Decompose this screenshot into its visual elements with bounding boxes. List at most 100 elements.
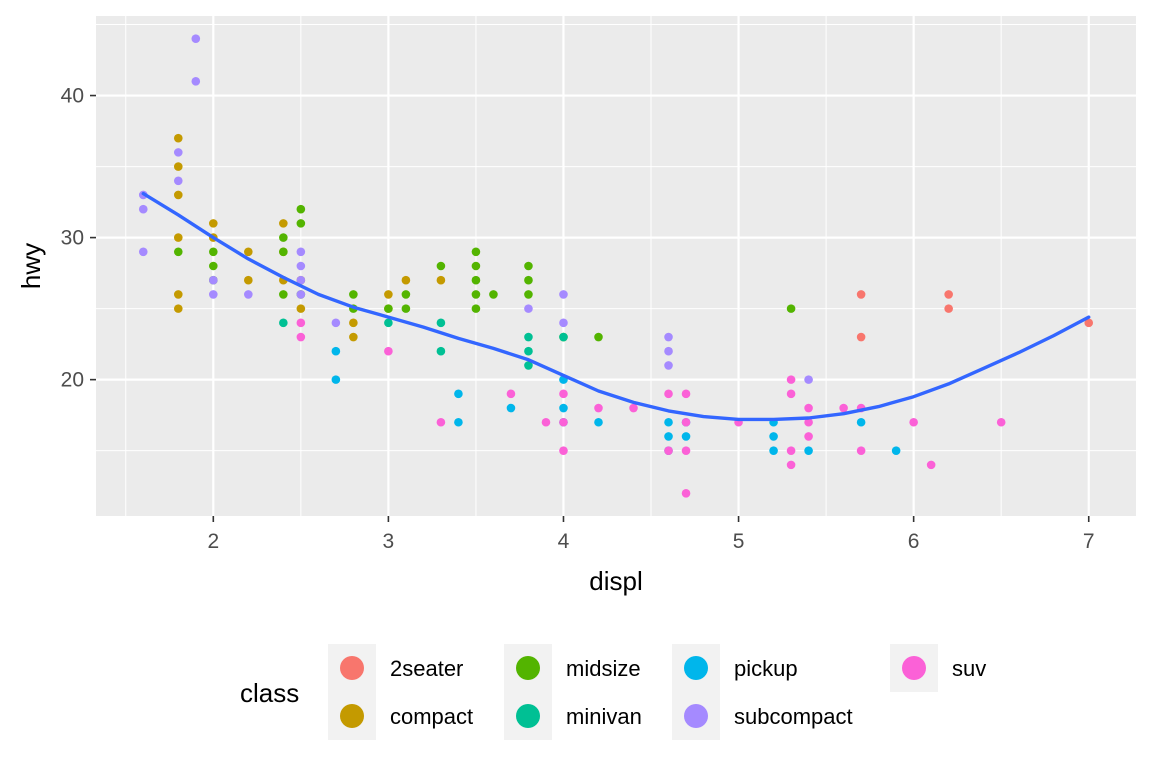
data-point-suv [559,389,568,399]
data-point-midsize [471,290,481,299]
data-point-subcompact [191,34,201,44]
legend-key-suv [902,656,926,680]
data-point-minivan [559,332,568,342]
data-point-compact [173,233,183,242]
data-point-subcompact [296,290,306,299]
data-point-2seater [1084,318,1094,328]
data-point-subcompact [331,318,341,328]
data-point-suv [384,346,393,356]
data-point-compact [349,318,358,328]
data-point-suv [856,446,866,455]
x-tick-label: 4 [558,530,570,553]
data-point-minivan [279,318,288,328]
legend-key-pickup [684,656,708,680]
data-point-subcompact [296,247,306,257]
data-point-midsize [471,247,481,257]
x-axis-title: displ [589,566,642,596]
data-point-suv [681,417,691,427]
smooth-line [141,191,1091,422]
data-point-midsize [524,275,533,285]
y-tick-label: 20 [61,369,84,392]
x-tick-label: 7 [1083,530,1095,553]
data-point-pickup [769,446,778,455]
data-point-compact [349,332,358,342]
data-point-midsize [296,204,306,214]
data-point-midsize [786,304,796,313]
data-point-compact [173,133,183,143]
data-point-suv [786,460,796,470]
data-point-suv [786,446,796,455]
data-point-subcompact [664,332,673,342]
legend-label-minivan: minivan [566,704,642,729]
x-axis: 2 3 4 5 6 7 [207,516,1095,553]
data-point-subcompact [804,375,813,384]
data-point-midsize [524,290,533,299]
x-tick-label: 3 [383,530,395,553]
data-point-suv [786,389,796,399]
data-point-compact [279,219,288,228]
data-point-suv [996,417,1006,427]
data-point-suv [839,403,848,413]
data-point-midsize [489,290,498,299]
data-point-compact [244,275,253,285]
legend-key-compact [340,704,364,728]
legend-label-subcompact: subcompact [734,704,853,729]
smooth-layer [141,191,1091,422]
data-point-pickup [559,403,568,413]
data-point-midsize [524,261,533,271]
data-point-midsize [471,275,481,285]
data-point-suv [804,417,813,427]
data-point-compact [384,290,393,299]
data-point-pickup [506,403,516,413]
data-point-midsize [401,304,411,313]
data-point-subcompact [138,247,148,257]
y-tick-label: 40 [61,85,84,108]
data-point-suv [296,332,306,342]
data-point-subcompact [209,275,218,285]
data-point-compact [296,304,306,313]
data-point-suv [436,417,446,427]
data-point-minivan [436,318,446,328]
legend-entries: 2seater compact midsize minivan pickup subcom… [328,644,986,740]
data-point-subcompact [559,318,568,328]
data-point-midsize [401,290,411,299]
data-point-suv [559,417,568,427]
points-layer [138,34,1094,498]
data-point-pickup [769,432,778,441]
data-point-subcompact [524,304,533,313]
data-point-pickup [594,417,603,427]
data-point-minivan [384,318,393,328]
data-point-suv [681,446,691,455]
data-point-midsize [296,219,306,228]
data-point-suv [541,417,551,427]
data-point-suv [296,318,306,328]
data-point-subcompact [191,77,201,86]
data-point-compact [244,247,253,257]
data-point-pickup [454,389,463,399]
data-point-midsize [594,332,603,342]
data-point-pickup [664,432,673,441]
plot-panel [96,16,1136,516]
data-point-pickup [331,346,341,356]
data-point-compact [173,190,183,200]
data-point-compact [436,275,446,285]
legend-key-midsize [516,656,540,680]
data-point-subcompact [664,361,673,370]
data-point-midsize [279,290,288,299]
grid-major [96,16,1136,516]
y-tick-label: 30 [61,227,84,250]
data-point-suv [594,403,603,413]
data-point-pickup [891,446,901,455]
legend-key-subcompact [684,704,708,728]
data-point-minivan [436,346,446,356]
data-point-pickup [804,446,813,455]
legend-key-2seater [340,656,364,680]
data-point-pickup [331,375,341,384]
data-point-subcompact [244,290,253,299]
data-point-midsize [209,247,218,257]
legend-label-2seater: 2seater [390,656,463,681]
data-point-midsize [471,261,481,271]
data-point-pickup [664,417,673,427]
x-tick-label: 5 [733,530,745,553]
